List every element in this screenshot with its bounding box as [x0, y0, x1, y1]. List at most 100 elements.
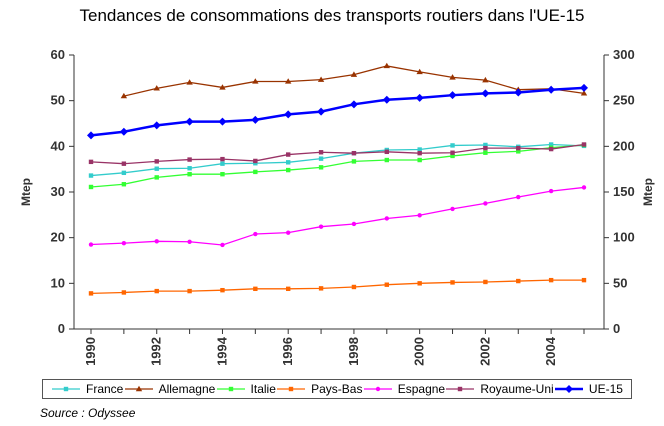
legend-swatch	[363, 386, 392, 392]
data-point-ue-15	[415, 93, 424, 102]
data-point-pays-bas	[88, 291, 94, 296]
series-line-pays-bas	[90, 279, 584, 295]
x-tick-label: 2002	[477, 337, 492, 366]
data-point-ue-15	[317, 107, 326, 116]
y-tick-label-right: 200	[613, 138, 635, 153]
data-point-italie	[351, 159, 357, 164]
data-point-royaume-uni	[581, 142, 587, 147]
data-point-italie	[516, 149, 521, 154]
data-point-pays-bas	[253, 286, 258, 292]
data-point-pays-bas	[121, 290, 127, 295]
data-point-royaume-uni	[483, 145, 488, 151]
legend-swatch	[124, 385, 153, 392]
series-line-italie	[90, 144, 585, 188]
series-line-espagne	[90, 186, 585, 246]
data-point-italie	[253, 169, 258, 175]
data-point-france	[286, 160, 291, 165]
data-point-ue-15	[547, 85, 556, 94]
data-point-ue-15	[481, 89, 490, 98]
data-point-ue-15	[185, 117, 194, 126]
data-point-france	[450, 143, 455, 148]
series-allemagne	[120, 62, 588, 99]
y-axis-title-right: Mtep	[641, 178, 655, 206]
data-point-royaume-uni	[187, 157, 192, 162]
legend-label: Pays-Bas	[311, 382, 363, 396]
data-point-allemagne	[482, 76, 489, 83]
y-tick-label-left: 30	[51, 184, 65, 199]
x-tick-label: 1994	[214, 336, 229, 366]
data-point-italie	[121, 182, 127, 187]
data-point-ue-15	[284, 110, 293, 119]
data-point-allemagne	[350, 71, 358, 77]
legend-item: Royaume-Uni	[445, 382, 554, 396]
data-point-allemagne	[285, 78, 292, 84]
data-point-espagne	[417, 213, 422, 218]
data-point-ue-15	[218, 117, 227, 126]
legend-item: UE-15	[554, 382, 623, 396]
data-point-allemagne	[383, 62, 390, 69]
chart-title: Tendances de consommations des transport…	[79, 6, 585, 25]
legend-label: Espagne	[397, 382, 446, 396]
legend-swatch	[446, 386, 475, 392]
data-point-pays-bas	[581, 277, 587, 283]
series-ue-15	[87, 83, 588, 140]
data-point-france	[417, 147, 422, 152]
legend-item: Espagne	[363, 382, 445, 396]
data-point-italie	[154, 175, 159, 180]
legend-item: Allemagne	[124, 382, 215, 396]
y-axis-title-left: Mtep	[19, 178, 33, 206]
legend-label: Royaume-Uni	[480, 382, 554, 396]
legend-swatch	[277, 386, 306, 392]
data-point-espagne	[286, 230, 291, 235]
data-point-pays-bas	[187, 288, 192, 294]
data-point-royaume-uni	[548, 146, 554, 152]
legend-swatch	[554, 385, 583, 393]
data-point-royaume-uni	[220, 156, 225, 162]
data-point-royaume-uni	[450, 150, 455, 155]
axis-ticks: 0 10 20 30 40 50 60 0 50 100 150 200 250 300 1990 1992 1…	[51, 47, 635, 366]
data-point-allemagne	[219, 84, 226, 90]
y-tick-label-right: 250	[613, 93, 635, 108]
data-point-italie	[88, 184, 94, 190]
data-point-allemagne	[186, 79, 193, 85]
data-point-pays-bas	[516, 278, 521, 284]
data-point-france	[220, 161, 225, 166]
legend-swatch	[52, 386, 80, 392]
data-point-allemagne	[252, 78, 259, 84]
legend-item: Pays-Bas	[276, 382, 362, 396]
data-point-pays-bas	[417, 281, 422, 286]
data-point-espagne	[318, 224, 324, 229]
data-point-ue-15	[514, 88, 523, 97]
data-point-royaume-uni	[88, 159, 94, 165]
data-point-royaume-uni	[253, 158, 258, 164]
data-point-espagne	[88, 242, 94, 247]
legend-label: UE-15	[588, 382, 623, 396]
y-tick-label-right: 100	[613, 230, 635, 245]
data-point-pays-bas	[318, 286, 324, 291]
data-point-espagne	[220, 242, 225, 248]
data-point-pays-bas	[483, 279, 488, 285]
series-line-ue-15	[90, 86, 585, 137]
data-point-italie	[286, 167, 291, 173]
data-point-france	[187, 166, 192, 171]
legend-item: France	[51, 382, 123, 396]
data-point-pays-bas	[351, 284, 357, 290]
data-point-espagne	[351, 221, 357, 227]
data-point-italie	[384, 157, 389, 163]
data-point-france	[88, 173, 94, 178]
data-point-allemagne	[580, 90, 588, 96]
x-tick-label: 1990	[83, 337, 98, 366]
data-point-espagne	[154, 239, 159, 244]
data-point-royaume-uni	[417, 150, 422, 156]
legend: France Allemagne Italie Pays-Bas Espagne Roya…	[42, 379, 632, 399]
data-point-italie	[220, 171, 225, 177]
y-tick-label-left: 50	[51, 93, 65, 108]
series-line-royaume-uni	[90, 143, 585, 165]
data-point-espagne	[516, 194, 521, 200]
y-tick-label-left: 0	[58, 321, 65, 336]
x-tick-label: 1992	[149, 337, 164, 366]
data-point-espagne	[548, 188, 554, 194]
source-note: Source : Odyssee	[40, 406, 136, 420]
data-point-pays-bas	[548, 277, 554, 283]
